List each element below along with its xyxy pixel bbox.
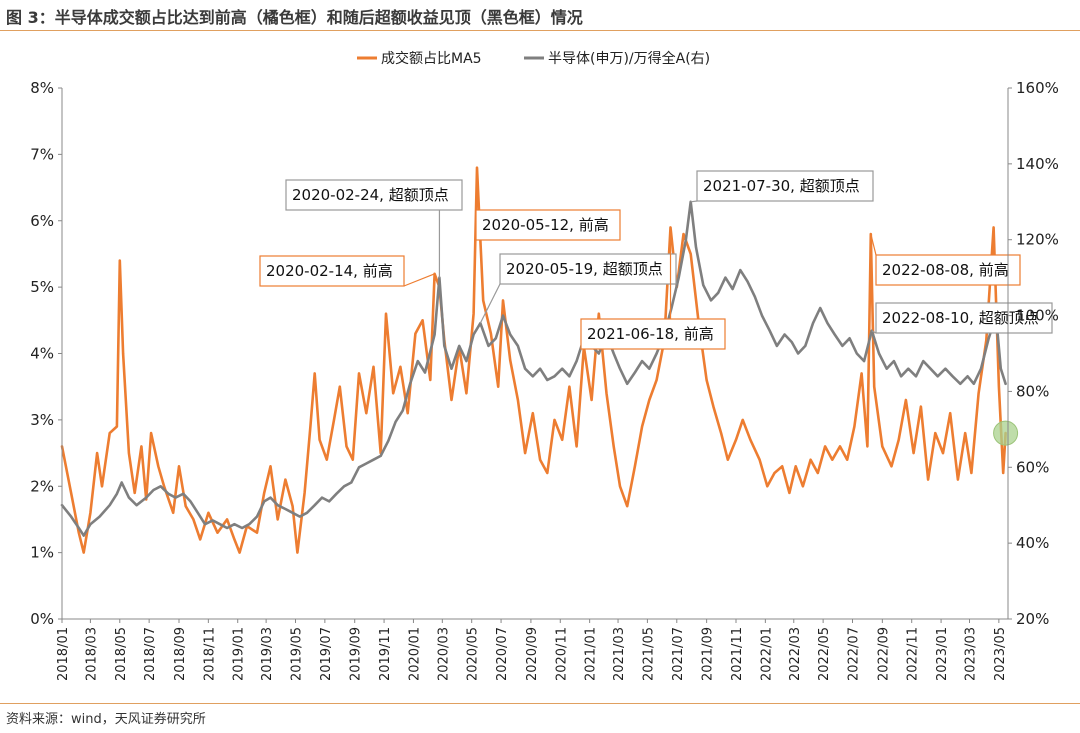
x-tick-label: 2020/07 [495, 627, 510, 681]
left-tick-label: 6% [30, 212, 54, 230]
left-tick-label: 3% [30, 411, 54, 429]
right-tick-label: 40% [1016, 534, 1049, 552]
chart-title: 图 3：半导体成交额占比达到前高（橘色框）和随后超额收益见顶（黑色框）情况 [6, 8, 583, 27]
left-tick-label: 1% [30, 544, 54, 562]
x-tick-label: 2021/11 [730, 627, 745, 681]
annotation-leader [871, 330, 877, 334]
left-tick-label: 8% [30, 79, 54, 97]
x-tick-label: 2018/09 [173, 627, 188, 681]
x-tick-label: 2018/11 [202, 627, 217, 681]
annotation-label: 2022-08-10, 超额顶点 [882, 309, 1039, 327]
annotation-box-prev-high [259, 255, 405, 287]
right-tick-label: 60% [1016, 458, 1049, 476]
annotation-leader [690, 200, 698, 203]
x-tick-label: 2021/09 [701, 627, 716, 681]
x-tick-label: 2019/03 [260, 627, 275, 681]
end-marker-circle [993, 420, 1019, 446]
x-tick-label: 2021/03 [612, 627, 627, 681]
x-tick-label: 2023/03 [963, 627, 978, 681]
x-tick-label: 2020/11 [554, 627, 569, 681]
right-tick-label: 20% [1016, 610, 1049, 628]
x-tick-label: 2023/05 [993, 627, 1008, 681]
left-tick-label: 0% [30, 610, 54, 628]
annotation-box-excess-top [875, 302, 1053, 334]
legend-label: 成交额占比MA5 [381, 50, 482, 67]
title-divider [0, 30, 1080, 31]
x-tick-label: 2021/07 [671, 627, 686, 681]
x-tick-label: 2021/01 [584, 627, 599, 681]
series-line-relative-index [60, 200, 1007, 537]
x-tick-label: 2022/07 [846, 627, 861, 681]
x-tick-label: 2018/07 [143, 627, 158, 681]
left-tick-label: 7% [30, 145, 54, 163]
annotation-box-prev-high [580, 318, 726, 350]
x-tick-label: 2022/01 [759, 627, 774, 681]
series-line-turnover-share [60, 166, 1007, 554]
x-tick-label: 2020/03 [436, 627, 451, 681]
x-tick-label: 2018/05 [114, 627, 129, 681]
x-tick-label: 2019/01 [232, 627, 247, 681]
annotation-label: 2020-05-19, 超额顶点 [506, 260, 663, 278]
right-tick-label: 160% [1016, 79, 1059, 97]
x-tick-label: 2023/01 [935, 627, 950, 681]
annotation-leader [403, 273, 435, 287]
annotation-box-prev-high [875, 254, 1021, 286]
annotation-box-prev-high [475, 209, 621, 241]
left-tick-label: 4% [30, 345, 54, 363]
right-tick-label: 140% [1016, 155, 1059, 173]
right-tick-label: 120% [1016, 231, 1059, 249]
annotation-label: 2022-08-08, 前高 [882, 261, 1009, 279]
x-tick-label: 2022/05 [817, 627, 832, 681]
annotation-leader [479, 283, 501, 324]
annotation-box-excess-top [696, 170, 874, 202]
x-tick-label: 2018/01 [56, 627, 71, 681]
x-tick-label: 2022/03 [788, 627, 803, 681]
x-tick-label: 2020/01 [407, 627, 422, 681]
annotation-label: 2020-05-12, 前高 [482, 216, 609, 234]
annotation-box-excess-top [499, 253, 677, 285]
footer-divider [0, 703, 1080, 704]
x-tick-label: 2021/05 [641, 627, 656, 681]
annotation-label: 2020-02-24, 超额顶点 [292, 186, 449, 204]
x-tick-label: 2019/11 [378, 627, 393, 681]
x-tick-label: 2020/09 [525, 627, 540, 681]
x-tick-label: 2022/11 [906, 627, 921, 681]
x-tick-label: 2019/05 [289, 627, 304, 681]
source-note: 资料来源：wind，天风证券研究所 [6, 712, 206, 727]
x-tick-label: 2019/07 [319, 627, 334, 681]
annotation-label: 2021-07-30, 超额顶点 [703, 177, 860, 195]
annotation-leader [870, 233, 877, 256]
left-tick-label: 5% [30, 278, 54, 296]
legend-label: 半导体(申万)/万得全A(右) [548, 50, 710, 67]
annotation-label: 2021-06-18, 前高 [587, 325, 714, 343]
x-tick-label: 2022/09 [876, 627, 891, 681]
right-tick-label: 100% [1016, 307, 1059, 325]
annotation-box-excess-top [285, 179, 463, 211]
chart: 2020-02-24, 超额顶点 2020-05-12, 前高 2020-02-14… [30, 50, 1059, 681]
x-tick-label: 2018/03 [84, 627, 99, 681]
x-tick-label: 2020/05 [466, 627, 481, 681]
right-tick-label: 80% [1016, 382, 1049, 400]
annotation-label: 2020-02-14, 前高 [266, 262, 393, 280]
left-tick-label: 2% [30, 477, 54, 495]
x-tick-label: 2019/09 [349, 627, 364, 681]
